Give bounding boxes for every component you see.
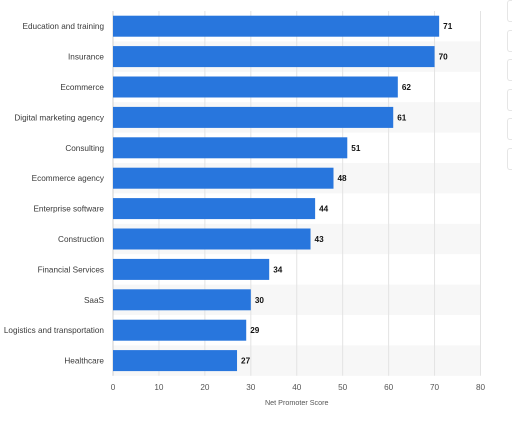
category-label: Ecommerce [60,83,104,92]
side-widget-5[interactable] [507,118,512,140]
category-label: Insurance [68,53,104,62]
value-label: 48 [338,174,348,183]
value-label: 61 [397,113,407,122]
category-labels: Education and training Insurance Ecommerce… [4,22,105,365]
category-label: Financial Services [38,265,104,274]
x-tick-label: 60 [384,383,394,392]
bar[interactable] [113,319,247,341]
x-tick-label: 30 [246,383,256,392]
bar[interactable] [113,76,398,98]
bar[interactable] [113,228,311,250]
x-tick-label: 20 [200,383,210,392]
category-label: SaaS [84,296,105,305]
category-label: Ecommerce agency [32,174,105,183]
x-tick-label: 70 [430,383,440,392]
side-widget-3[interactable] [507,59,512,81]
side-widget-1[interactable] [507,0,512,22]
x-tick-label: 50 [338,383,348,392]
value-labels: 71 70 62 61 51 48 44 43 34 30 29 27 [241,22,453,365]
value-label: 29 [250,326,260,335]
category-label: Education and training [23,22,105,31]
category-label: Enterprise software [33,205,104,214]
category-label: Healthcare [64,357,104,366]
x-tick-label: 10 [154,383,164,392]
category-label: Construction [58,235,104,244]
side-widget-2[interactable] [507,30,512,52]
category-label: Consulting [65,144,104,153]
bar[interactable] [113,258,270,280]
bar[interactable] [113,106,394,128]
value-label: 30 [255,296,265,305]
bar[interactable] [113,198,316,220]
bar[interactable] [113,350,238,372]
bars-group [113,15,440,372]
bar[interactable] [113,137,348,159]
value-label: 71 [443,22,453,31]
category-label: Logistics and transportation [4,326,105,335]
value-label: 51 [351,144,361,153]
value-label: 43 [315,235,325,244]
x-tick-label: 40 [292,383,302,392]
bar[interactable] [113,46,435,68]
bar[interactable] [113,289,251,311]
vertical-gridlines [112,11,481,376]
bar[interactable] [113,15,440,37]
value-label: 34 [273,265,283,274]
x-tick-labels: 0 10 20 30 40 50 60 70 80 [111,383,486,392]
bar[interactable] [113,167,334,189]
x-tick-label: 80 [476,383,486,392]
x-tick-label: 0 [111,383,116,392]
value-label: 62 [402,83,412,92]
value-label: 27 [241,357,251,366]
category-label: Digital marketing agency [14,113,105,122]
x-axis-title: Net Promoter Score [265,398,329,407]
value-label: 44 [319,205,329,214]
side-widget-6[interactable] [507,148,512,170]
side-widget-4[interactable] [507,89,512,111]
value-label: 70 [439,53,449,62]
